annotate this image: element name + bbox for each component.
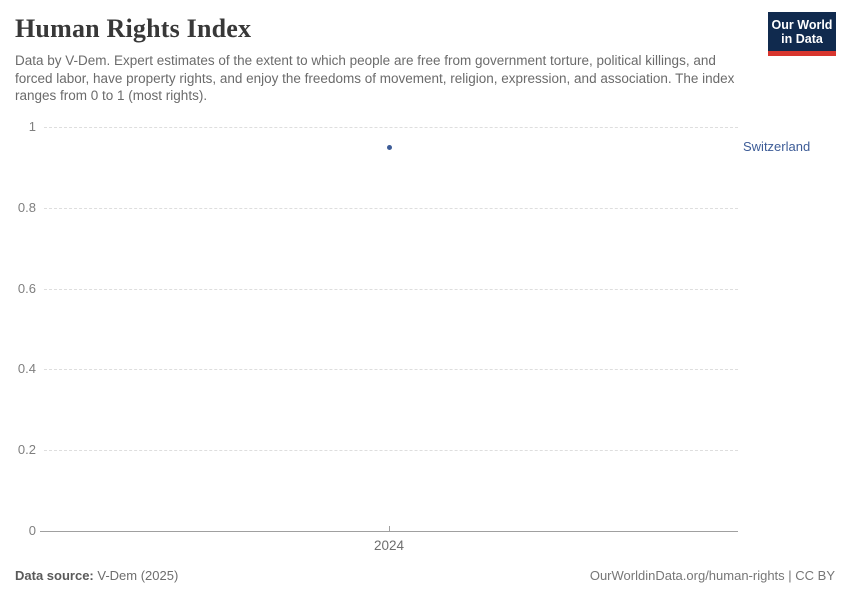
owid-logo[interactable]: Our World in Data — [768, 12, 836, 56]
y-axis-tick-label: 0 — [28, 523, 36, 538]
x-axis-tick-label: 2024 — [373, 538, 405, 553]
gridline — [44, 207, 738, 209]
owid-logo-line2: in Data — [781, 31, 823, 46]
x-axis-line — [40, 531, 738, 532]
entity-label-switzerland[interactable]: Switzerland — [743, 139, 811, 155]
data-source-note: Data source: V-Dem (2025) — [15, 568, 178, 583]
data-source-value: V-Dem (2025) — [97, 568, 179, 583]
gridline — [44, 450, 738, 452]
gridline — [44, 288, 738, 290]
y-axis-tick-label: 0.4 — [17, 361, 36, 377]
y-axis-tick-label: 0.6 — [17, 280, 36, 296]
y-axis-tick-label: 1 — [28, 119, 36, 134]
y-axis-tick-label: 0.2 — [17, 442, 36, 458]
x-axis-tick — [389, 526, 390, 531]
gridline — [44, 369, 738, 371]
gridline — [44, 127, 738, 128]
credit-link[interactable]: OurWorldinData.org/human-rights | CC BY — [589, 568, 835, 583]
y-axis-tick-label: 0.8 — [17, 199, 36, 215]
owid-logo-line1: Our World — [771, 17, 833, 32]
chart-subtitle: Data by V-Dem. Expert estimates of the e… — [15, 53, 735, 103]
chart-title: Human Rights Index — [15, 14, 252, 43]
data-source-label: Data source: — [15, 568, 94, 583]
data-point-switzerland[interactable] — [386, 144, 392, 150]
